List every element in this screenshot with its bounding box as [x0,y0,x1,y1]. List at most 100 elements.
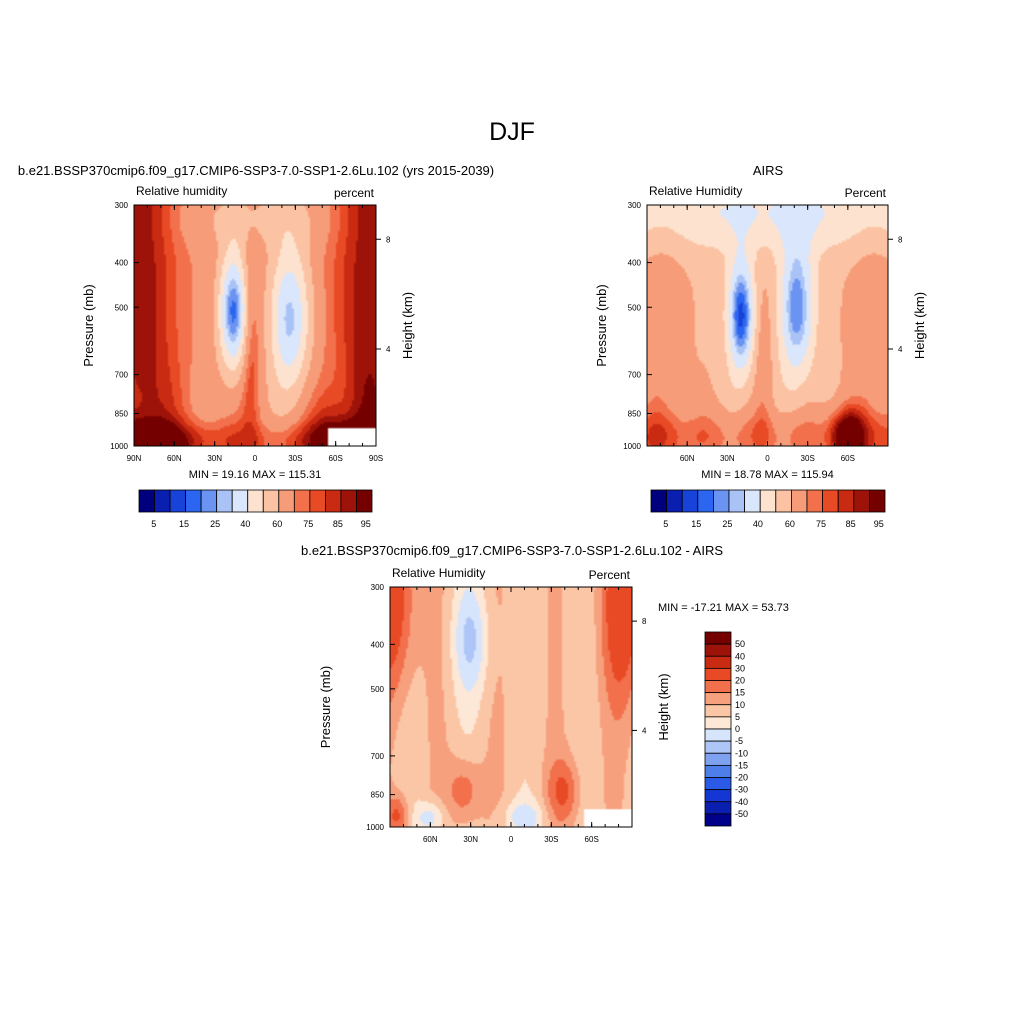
colorbar-box-left-10 [293,489,311,513]
colorbar-label-left-5: 75 [303,519,313,529]
colorbar-label-diff-4: 15 [735,688,745,698]
ytick-label-diff-3: 700 [371,752,385,761]
colorbar-label-diff-9: -10 [735,748,748,758]
colorbar-label-diff-14: -50 [735,809,748,819]
panel-title-right: AIRS [753,163,784,178]
colorbar-box-left-13 [340,489,357,513]
y2label-right: Height (km) [912,292,927,359]
colorbar-box-diff-14 [704,801,732,815]
xtick-label-left-4: 30S [288,454,302,463]
colorbar-box-right-3 [697,489,714,513]
colorbar-label-diff-11: -20 [735,773,748,783]
ytick-label-right-0: 300 [628,201,642,210]
left-label-diff: Relative Humidity [392,566,485,580]
colorbar-label-diff-1: 40 [735,651,745,661]
y2tick-label-right-1: 4 [898,345,903,354]
ytick-label-left-4: 850 [115,409,129,418]
colorbar-box-left-3 [185,489,202,513]
colorbar-box-diff-1 [704,643,732,657]
colorbar-box-left-9 [278,489,295,513]
left-label-right: Relative Humidity [649,184,742,198]
ylabel-right: Pressure (mb) [594,284,609,366]
xtick-label-left-6: 90S [369,454,383,463]
colorbar-label-right-7: 95 [874,519,884,529]
colorbar-label-left-3: 40 [240,519,250,529]
colorbar-box-right-2 [681,489,699,513]
colorbar-label-diff-7: 0 [735,724,740,734]
xtick-label-diff-2: 0 [509,835,514,844]
colorbar-box-left-2 [169,489,186,513]
page-title: DJF [489,118,535,146]
colorbar-box-right-8 [775,489,792,513]
ytick-label-left-0: 300 [115,201,129,210]
colorbar-box-left-11 [309,489,326,513]
colorbar-box-diff-2 [704,655,732,669]
colorbar-box-diff-9 [704,740,732,754]
colorbar-box-diff-7 [704,716,732,730]
colorbar-label-diff-10: -15 [735,760,748,770]
colorbar-box-diff-3 [704,667,732,681]
heatmap-field-diff [390,587,632,827]
y2tick-label-left-1: 4 [386,345,391,354]
colorbar-box-right-5 [728,489,746,513]
colorbar-box-diff-10 [704,752,732,766]
heatmap-field-left [134,205,376,446]
colorbar-box-right-1 [666,489,683,513]
colorbar-box-diff-13 [704,789,732,803]
colorbar-label-diff-5: 10 [735,700,745,710]
colorbar-label-right-2: 25 [722,519,732,529]
colorbar-label-left-6: 85 [333,519,343,529]
colorbar-box-diff-6 [704,704,732,718]
ytick-label-right-1: 400 [628,259,642,268]
colorbar-box-right-11 [822,489,839,513]
ytick-label-left-5: 1000 [110,442,128,451]
ylabel-left: Pressure (mb) [81,284,96,366]
ytick-label-diff-1: 400 [371,640,385,649]
colorbar-label-left-2: 25 [210,519,220,529]
colorbar-label-right-3: 40 [753,519,763,529]
colorbar-label-diff-2: 30 [735,663,745,673]
panel-title-diff: b.e21.BSSP370cmip6.f09_g17.CMIP6-SSP3-7.… [301,543,723,558]
colorbar-box-left-12 [324,489,342,513]
panel-title-left: b.e21.BSSP370cmip6.f09_g17.CMIP6-SSP3-7.… [18,163,494,178]
colorbar-label-right-5: 75 [816,519,826,529]
xtick-label-left-2: 30N [207,454,222,463]
ytick-label-left-2: 500 [115,303,129,312]
colorbar-label-diff-3: 20 [735,676,745,686]
colorbar-box-right-7 [759,489,777,513]
xtick-label-left-1: 60N [167,454,182,463]
colorbar-box-diff-0 [704,631,732,645]
ytick-label-right-3: 700 [628,371,642,380]
colorbar-box-right-4 [713,489,730,513]
left-label-left: Relative humidity [136,184,227,198]
ytick-label-right-5: 1000 [623,442,641,451]
ytick-label-diff-5: 1000 [366,823,384,832]
colorbar-box-left-4 [200,489,218,513]
colorbar-label-right-4: 60 [785,519,795,529]
colorbar-box-left-14 [356,489,373,513]
colorbar-box-right-14 [869,489,886,513]
xtick-label-right-1: 30N [720,454,735,463]
y2tick-label-left-0: 8 [386,235,391,244]
colorbar-label-right-1: 15 [691,519,701,529]
xtick-label-diff-1: 30N [463,835,478,844]
ytick-label-left-3: 700 [115,371,129,380]
ytick-label-right-2: 500 [628,303,642,312]
colorbar-label-left-0: 5 [151,519,156,529]
stats-left: MIN = 19.16 MAX = 115.31 [189,469,321,481]
stats-diff: MIN = -17.21 MAX = 53.73 [658,602,789,614]
colorbar-label-diff-13: -40 [735,797,748,807]
colorbar-label-right-6: 85 [846,519,856,529]
colorbar-box-diff-5 [704,692,732,706]
xtick-label-diff-4: 60S [585,835,599,844]
colorbar-box-left-7 [247,489,264,513]
colorbar-box-left-5 [216,489,233,513]
colorbar-box-right-12 [837,489,855,513]
xtick-label-diff-0: 60N [423,835,438,844]
colorbar-label-left-7: 95 [361,519,371,529]
colorbar-box-diff-8 [704,728,732,742]
y2label-left: Height (km) [400,292,415,359]
colorbar-box-diff-11 [704,764,732,778]
xtick-label-left-5: 60S [329,454,343,463]
